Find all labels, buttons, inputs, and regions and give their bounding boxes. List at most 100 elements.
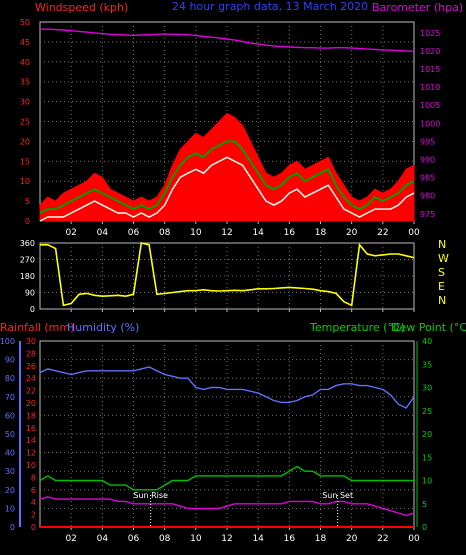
temp-xtick-label: 10	[190, 534, 202, 544]
rainfall-ytick-label: 6	[31, 486, 36, 495]
wind-ytick-label: 40	[20, 58, 30, 67]
sunrise-label: Sun Rise	[133, 491, 168, 500]
compass-label: W	[438, 252, 449, 265]
humidity-ytick-label: 80	[5, 374, 15, 383]
temperature-ytick-label: 10	[422, 477, 432, 486]
direction-ytick-label: 180	[20, 272, 35, 281]
temperature-ytick-label: 25	[422, 407, 432, 416]
barometer-ytick-label: 985	[420, 174, 435, 183]
wind-xtick-label: 16	[284, 228, 296, 238]
graph-title: 24 hour graph data, 13 March 2020	[172, 0, 368, 13]
rainfall-ytick-label: 20	[26, 399, 36, 408]
humidity-line	[39, 366, 415, 409]
direction-ytick-label: 270	[20, 256, 35, 265]
wind-ytick-label: 50	[20, 18, 30, 27]
rainfall-ytick-label: 16	[26, 424, 36, 433]
windspeed-panel: 0510152025303540455097598098599099510001…	[20, 18, 441, 238]
direction-ytick-label: 360	[20, 239, 35, 248]
rainfall-ytick-label: 30	[26, 337, 36, 346]
humidity-ytick-label: 30	[5, 467, 15, 476]
temperature-humidity-panel: 0102030405060708090100024681012141618202…	[0, 337, 432, 544]
wind-ytick-label: 15	[20, 157, 30, 166]
humidity-ytick-label: 60	[5, 411, 15, 420]
rainfall-ytick-label: 18	[26, 411, 36, 420]
temperature-ytick-label: 5	[422, 500, 427, 509]
temp-xtick-label: 12	[221, 534, 232, 544]
rainfall-ytick-label: 22	[26, 387, 36, 396]
wind-ytick-label: 0	[25, 217, 30, 226]
barometer-ytick-label: 1000	[420, 119, 440, 128]
wind-xtick-label: 08	[159, 228, 171, 238]
wind-xtick-label: 20	[346, 228, 358, 238]
rainfall-ytick-label: 14	[26, 436, 36, 445]
wind-gust-area	[39, 112, 415, 222]
barometer-ytick-label: 1025	[420, 29, 440, 38]
wind-xtick-label: 22	[377, 228, 388, 238]
temperature-ytick-label: 35	[422, 360, 432, 369]
compass-label: N	[438, 238, 446, 251]
wind-ytick-label: 30	[20, 98, 30, 107]
wind-ytick-label: 5	[25, 197, 30, 206]
wind-xtick-label: 18	[315, 228, 327, 238]
humidity-ytick-label: 70	[5, 393, 15, 402]
wind-direction-line	[40, 242, 415, 307]
humidity-ytick-label: 10	[5, 504, 15, 513]
humidity-axis-title: Humidity (%)	[67, 321, 139, 334]
wind-min-line	[39, 156, 415, 222]
wind-ytick-label: 20	[20, 137, 30, 146]
humidity-ytick-label: 50	[5, 430, 15, 439]
temperature-ytick-label: 15	[422, 453, 432, 462]
temperature-ytick-label: 20	[422, 430, 432, 439]
direction-ytick-label: 0	[30, 305, 35, 314]
wind-ytick-label: 10	[20, 177, 30, 186]
rainfall-ytick-label: 28	[26, 349, 36, 358]
wind-xtick-label: 06	[128, 228, 140, 238]
rainfall-ytick-label: 0	[31, 523, 36, 532]
wind-ytick-label: 25	[20, 118, 30, 127]
dewpoint-line	[39, 496, 415, 517]
humidity-ytick-label: 40	[5, 449, 15, 458]
compass-label: S	[438, 266, 445, 279]
wind-xtick-label: 12	[221, 228, 232, 238]
temp-xtick-label: 14	[252, 534, 264, 544]
temperature-ytick-label: 40	[422, 337, 432, 346]
rainfall-ytick-label: 8	[31, 473, 36, 482]
humidity-ytick-label: 20	[5, 486, 15, 495]
barometer-ytick-label: 1005	[420, 101, 440, 110]
direction-ytick-label: 90	[25, 289, 35, 298]
barometer-ytick-label: 980	[420, 192, 435, 201]
wind-xtick-label: 04	[97, 228, 109, 238]
temp-xtick-label: 04	[97, 534, 109, 544]
wind-xtick-label: 02	[65, 228, 76, 238]
temperature-ytick-label: 30	[422, 384, 432, 393]
temp-xtick-label: 16	[284, 534, 296, 544]
rainfall-ytick-label: 12	[26, 449, 36, 458]
temp-xtick-label: 18	[315, 534, 327, 544]
dewpoint-axis-title: Dew Point (°C)	[391, 321, 466, 334]
barometer-line	[40, 28, 415, 52]
wind-average-line	[39, 140, 415, 214]
temperature-axis-title: Temperature (°C)	[309, 321, 405, 334]
barometer-ytick-label: 995	[420, 137, 435, 146]
windspeed-axis-title: Windspeed (kph)	[35, 1, 128, 14]
wind-ytick-label: 45	[20, 38, 30, 47]
temp-xtick-label: 08	[159, 534, 171, 544]
rainfall-ytick-label: 4	[31, 498, 36, 507]
barometer-ytick-label: 1010	[420, 83, 440, 92]
temp-xtick-label: 02	[65, 534, 76, 544]
wind-ytick-label: 35	[20, 78, 30, 87]
barometer-axis-title: Barometer (hpa)	[372, 1, 463, 14]
barometer-ytick-label: 990	[420, 155, 435, 164]
temperature-line	[39, 465, 414, 491]
humidity-ytick-label: 90	[5, 356, 15, 365]
rainfall-axis-title: Rainfall (mm)	[0, 321, 74, 334]
compass-label: E	[438, 280, 445, 293]
temp-xtick-label: 00	[408, 534, 420, 544]
barometer-ytick-label: 1020	[420, 47, 440, 56]
wind-xtick-label: 00	[408, 228, 420, 238]
compass-label: N	[438, 294, 446, 307]
sunset-label: Sun Set	[322, 491, 353, 500]
